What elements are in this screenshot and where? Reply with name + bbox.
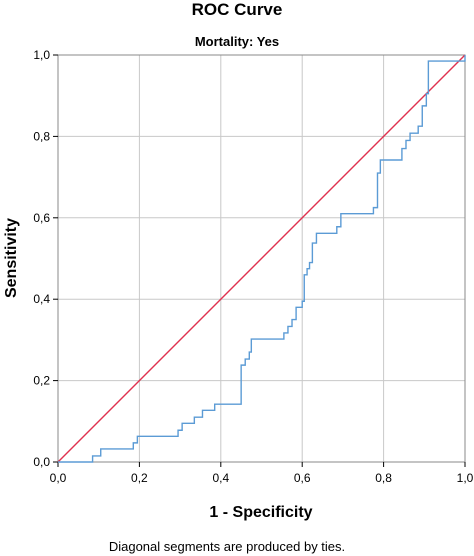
x-axis-label: 1 - Specificity (209, 504, 312, 521)
chart-title: ROC Curve (191, 0, 283, 19)
x-tick-label: 0,0 (50, 471, 67, 485)
y-tick-label: 0,8 (33, 129, 50, 143)
x-tick-label: 0,2 (131, 471, 148, 485)
x-tick-label: 0,8 (375, 471, 392, 485)
x-tick-label: 1,0 (457, 471, 474, 485)
reference-line (57, 54, 466, 463)
y-axis-label: Sensitivity (3, 218, 20, 298)
roc-curve-line (58, 55, 466, 463)
footnote: Diagonal segments are produced by ties. (109, 539, 345, 554)
plot-frame (57, 54, 466, 463)
y-tick-label: 0,2 (33, 374, 50, 388)
x-tick-label: 0,6 (294, 471, 311, 485)
y-tick-label: 0,4 (33, 292, 50, 306)
chart-subtitle: Mortality: Yes (194, 34, 280, 49)
x-ticks: 0,0 0,2 0,4 0,6 0,8 1,0 (50, 462, 474, 485)
y-tick-label: 0,0 (33, 455, 50, 469)
y-tick-label: 1,0 (33, 48, 50, 62)
y-ticks: 0,0 0,2 0,4 0,6 0,8 1,0 (33, 48, 58, 469)
x-tick-label: 0,4 (212, 471, 229, 485)
y-tick-label: 0,6 (33, 211, 50, 225)
